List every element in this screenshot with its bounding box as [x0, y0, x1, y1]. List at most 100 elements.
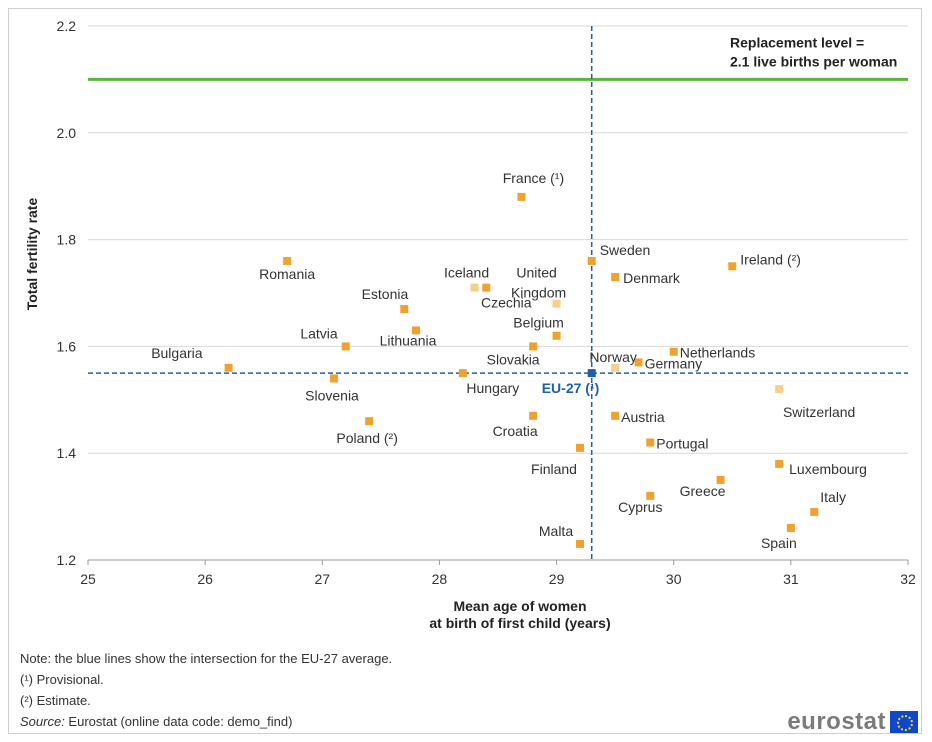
scatter-chart: Replacement level = 2.1 live births per w…	[57, 18, 916, 587]
data-point	[529, 411, 538, 420]
eurostat-logo[interactable]: eurostat	[787, 708, 918, 736]
y-tick-label: 2.0	[57, 125, 77, 141]
data-point	[646, 491, 655, 500]
point-label: France (¹)	[503, 170, 564, 186]
eu-average-marker	[587, 369, 596, 378]
data-point	[283, 256, 292, 265]
point-label: Portugal	[656, 436, 708, 452]
data-point	[611, 363, 620, 372]
note-text: Note: the blue lines show the intersecti…	[20, 651, 393, 666]
point-label: Czechia	[481, 295, 532, 311]
x-tick-label: 31	[783, 571, 799, 587]
point-label: Belgium	[513, 315, 564, 331]
data-point	[517, 192, 526, 201]
data-point	[611, 272, 620, 281]
data-point	[669, 347, 678, 356]
data-point	[576, 443, 584, 452]
x-axis-label: Mean age of women at birth of first chil…	[310, 598, 730, 632]
logo-text: eurostat	[787, 708, 886, 735]
replacement-label-line1: Replacement level =	[730, 34, 864, 50]
data-point	[611, 411, 620, 420]
estimate-note: (²) Estimate.	[20, 693, 91, 708]
x-tick-label: 28	[432, 571, 448, 587]
point-label: Slovenia	[305, 387, 359, 403]
point-label: Cyprus	[618, 499, 662, 515]
data-point	[482, 283, 491, 292]
point-label: Malta	[539, 523, 573, 539]
x-tick-label: 27	[314, 571, 330, 587]
eu-flag-icon	[890, 711, 918, 733]
x-tick-label: 25	[80, 571, 96, 587]
y-tick-label: 1.6	[57, 338, 77, 354]
point-label: Ireland (²)	[740, 251, 801, 267]
point-label: Norway	[589, 349, 636, 365]
point-label: Romania	[259, 266, 315, 282]
point-label: Latvia	[300, 325, 338, 341]
data-point	[400, 305, 409, 314]
point-label: Luxembourg	[789, 461, 867, 477]
data-point	[552, 299, 561, 308]
data-point	[412, 326, 420, 335]
point-label: Sweden	[600, 242, 651, 258]
data-point	[810, 507, 819, 516]
axis-layer: 1.2 1.4 1.6 1.8 2.0 2.2 25 26 27 28 29 30 31 32	[57, 18, 916, 587]
data-points	[224, 192, 819, 548]
point-label: Netherlands	[680, 345, 756, 361]
data-point	[646, 438, 655, 447]
point-label: Spain	[761, 535, 797, 551]
y-axis-label: Total fertility rate	[24, 197, 40, 311]
data-point	[775, 385, 784, 394]
x-axis-label-line1: Mean age of women	[453, 598, 587, 614]
data-point	[634, 358, 643, 367]
x-axis-label-line2: at birth of first child (years)	[429, 615, 611, 631]
point-label: Denmark	[623, 270, 681, 286]
point-label: Iceland	[444, 265, 489, 281]
data-point	[470, 283, 479, 292]
data-point	[365, 417, 374, 426]
data-point	[587, 256, 596, 265]
point-label: Estonia	[362, 286, 409, 302]
point-label: Switzerland	[783, 404, 855, 420]
data-point	[552, 331, 561, 340]
source-label: Source:	[20, 714, 65, 729]
y-tick-label: 1.8	[57, 232, 77, 248]
point-label: Finland	[531, 461, 577, 477]
data-point	[529, 342, 538, 351]
point-label: Bulgaria	[151, 345, 203, 361]
data-point	[728, 262, 737, 271]
point-labels: EU-27 (¹) Bulgaria Romania Slovenia Latvia Po…	[151, 170, 867, 551]
data-point	[786, 523, 795, 532]
replacement-label-line2: 2.1 live births per woman	[730, 53, 897, 69]
data-point	[224, 363, 233, 372]
y-tick-label: 2.2	[57, 18, 77, 34]
point-label: Germany	[645, 355, 703, 371]
data-point	[458, 369, 467, 378]
grid-layer	[88, 25, 908, 561]
x-tick-label: 30	[666, 571, 682, 587]
point-label: Lithuania	[380, 332, 437, 348]
data-point	[330, 374, 338, 383]
point-label: Austria	[621, 409, 665, 425]
x-tick-label: 26	[197, 571, 213, 587]
point-label: Slovakia	[487, 351, 540, 367]
x-tick-label: 29	[549, 571, 565, 587]
data-point	[341, 342, 350, 351]
chart-frame	[8, 8, 922, 734]
point-label: United	[516, 265, 556, 281]
provisional-note: (¹) Provisional.	[20, 672, 104, 687]
x-tick-label: 32	[900, 571, 916, 587]
data-point	[576, 539, 584, 548]
point-label: Poland (²)	[336, 430, 397, 446]
eu-average-label: EU-27 (¹)	[542, 380, 600, 396]
data-point	[775, 459, 784, 468]
data-point	[716, 475, 725, 484]
source-text: Eurostat (online data code: demo_find)	[64, 714, 293, 729]
source-note: Source: Eurostat (online data code: demo…	[20, 711, 392, 732]
y-tick-label: 1.2	[57, 552, 77, 568]
y-tick-label: 1.4	[57, 445, 77, 461]
point-label: Greece	[680, 483, 726, 499]
chart-notes: Note: the blue lines show the intersecti…	[20, 648, 392, 732]
point-label: Italy	[820, 489, 846, 505]
point-label: Hungary	[466, 380, 519, 396]
point-label: Croatia	[493, 423, 538, 439]
